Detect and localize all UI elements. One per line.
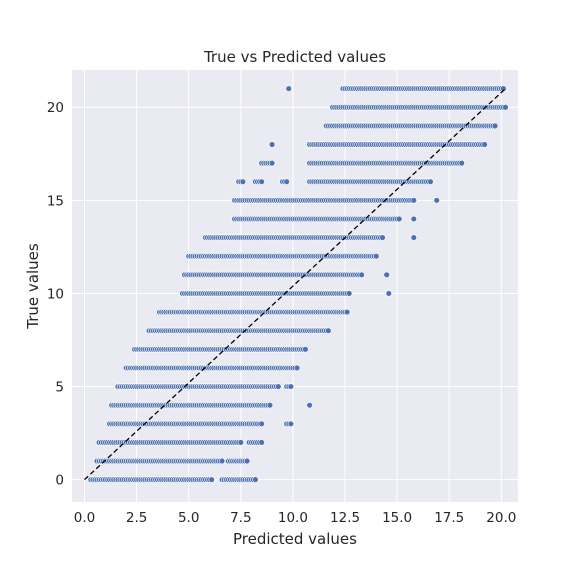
- y-tick-label: 0: [55, 473, 64, 489]
- scatter-point: [287, 420, 295, 427]
- scatter-point: [325, 327, 332, 334]
- scatter-point: [239, 178, 247, 185]
- scatter-point: [258, 178, 265, 185]
- chart-title: True vs Predicted values: [203, 48, 386, 66]
- x-tick-label: 12.5: [330, 510, 360, 526]
- scatter-point: [433, 197, 440, 204]
- scatter-point: [243, 457, 251, 465]
- scatter-point: [358, 271, 365, 279]
- x-tick-label: 0.0: [74, 510, 95, 526]
- scatter-point: [266, 401, 274, 409]
- x-tick-label: 15.0: [382, 510, 412, 526]
- scatter-point: [283, 178, 290, 185]
- scatter-point: [306, 401, 313, 409]
- y-tick-label: 20: [47, 100, 64, 116]
- scatter-point: [410, 234, 417, 241]
- scatter-point: [500, 85, 507, 92]
- scatter-point: [268, 159, 276, 167]
- scatter-point: [410, 215, 417, 223]
- scatter-point: [396, 215, 403, 223]
- scatter-point: [345, 290, 353, 297]
- scatter-point: [218, 457, 226, 465]
- y-tick-labels: 0 5 10 15 20: [47, 100, 64, 488]
- scatter-point: [427, 178, 434, 185]
- scatter-point: [285, 85, 292, 92]
- y-tick-label: 15: [47, 193, 64, 209]
- scatter-point: [481, 141, 488, 148]
- x-tick-label: 20.0: [486, 510, 516, 526]
- scatter-point: [268, 141, 276, 148]
- scatter-point: [385, 290, 392, 297]
- scatter-point: [208, 476, 215, 483]
- x-tick-label: 2.5: [126, 510, 147, 526]
- x-tick-label: 17.5: [434, 510, 464, 526]
- y-axis-label: True values: [24, 243, 42, 330]
- y-tick-label: 5: [55, 380, 64, 396]
- scatter-point: [502, 104, 509, 111]
- scatter-point: [302, 346, 309, 353]
- scatter-point: [258, 439, 265, 446]
- scatter-point: [379, 234, 386, 241]
- scatter-point: [237, 439, 245, 446]
- scatter-point: [258, 420, 265, 427]
- scatter-point: [383, 271, 390, 279]
- scatter-point: [373, 253, 380, 260]
- scatter-point: [458, 159, 465, 167]
- x-axis-label: Predicted values: [233, 530, 357, 548]
- scatter-point: [275, 383, 282, 390]
- scatter-point: [287, 383, 295, 390]
- scatter-point: [410, 197, 417, 204]
- scatter-point: [252, 476, 259, 483]
- data-points: [87, 85, 509, 483]
- x-tick-label: 7.5: [230, 510, 251, 526]
- x-tick-label: 10.0: [278, 510, 308, 526]
- scatter-point: [491, 122, 499, 130]
- x-tick-label: 5.0: [178, 510, 199, 526]
- x-tick-labels: 0.0 2.5 5.0 7.5 10.0 12.5 15.0 17.5 20.0: [74, 510, 517, 526]
- scatter-point: [293, 364, 301, 372]
- scatter-point: [343, 308, 351, 316]
- y-tick-label: 10: [47, 286, 64, 302]
- plot-background: [72, 70, 518, 502]
